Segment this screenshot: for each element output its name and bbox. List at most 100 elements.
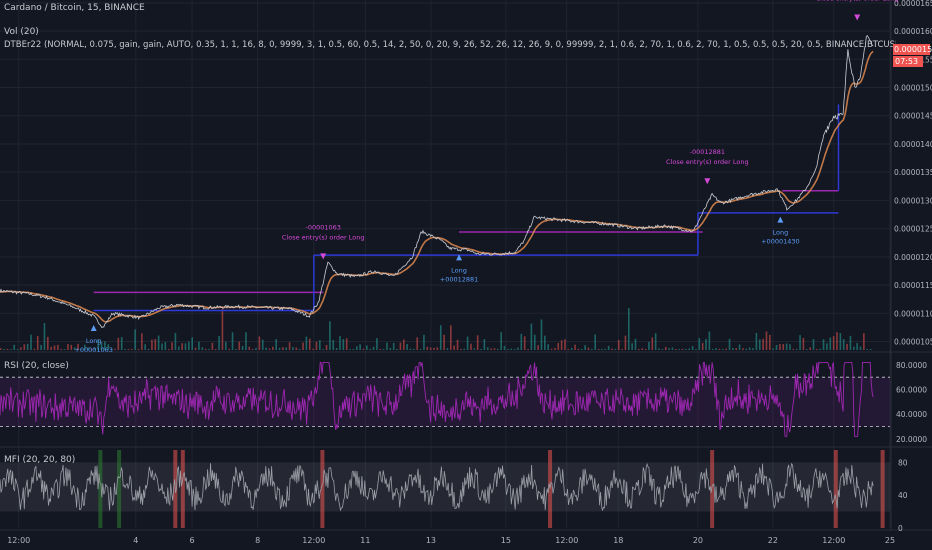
volume-bar bbox=[23, 344, 26, 350]
volume-bar bbox=[758, 339, 761, 350]
time-tick-label: 18 bbox=[613, 536, 623, 545]
volume-bar bbox=[591, 348, 593, 350]
time-tick-label: 22 bbox=[768, 536, 778, 545]
volume-bar bbox=[644, 348, 647, 350]
volume-bar bbox=[456, 339, 459, 350]
volume-bar bbox=[782, 343, 785, 350]
volume-bar bbox=[805, 348, 808, 350]
volume-bar bbox=[419, 348, 422, 350]
volume-bar bbox=[852, 346, 855, 350]
volume-bar bbox=[705, 338, 707, 350]
long-3-value: +00001430 bbox=[761, 238, 800, 246]
volume-bar bbox=[423, 334, 425, 350]
volume-bar bbox=[73, 347, 76, 350]
volume-bar bbox=[624, 335, 627, 350]
close-3-label: Close entry(s) order Long bbox=[816, 0, 899, 3]
long-2-label: Long bbox=[451, 266, 467, 274]
volume-bar bbox=[285, 347, 288, 350]
mfi-tick-label: 40 bbox=[898, 491, 908, 500]
volume-bar bbox=[372, 346, 375, 350]
volume-bar bbox=[584, 345, 586, 350]
mfi-tick-label: 0 bbox=[898, 524, 903, 533]
volume-bar bbox=[376, 338, 378, 350]
mfi-extreme-zone bbox=[710, 450, 715, 528]
mfi-extreme-zone bbox=[880, 450, 885, 528]
volume-bar bbox=[443, 334, 445, 350]
volume-bar bbox=[785, 343, 788, 350]
long-3-arrow bbox=[777, 216, 784, 223]
volume-bar bbox=[83, 344, 86, 350]
volume-bar bbox=[587, 347, 590, 350]
volume-bar bbox=[470, 343, 472, 350]
time-tick-label: 20 bbox=[693, 536, 703, 545]
volume-bar bbox=[80, 348, 83, 350]
volume-bar bbox=[752, 348, 754, 350]
volume-bar bbox=[779, 344, 781, 350]
volume-bar bbox=[816, 348, 818, 350]
volume-bar bbox=[638, 348, 640, 350]
volume-bar bbox=[53, 345, 56, 350]
volume-bar bbox=[691, 346, 694, 350]
volume-bar bbox=[708, 331, 711, 350]
volume-bar bbox=[26, 343, 29, 350]
volume-bar bbox=[201, 347, 204, 350]
price-tick-label: 0.00001350 bbox=[894, 168, 932, 177]
volume-bar bbox=[742, 348, 744, 350]
volume-bar bbox=[453, 345, 455, 350]
volume-bar bbox=[225, 341, 227, 350]
volume-bar bbox=[198, 341, 200, 350]
volume-bar bbox=[329, 321, 331, 350]
volume-bar bbox=[772, 348, 774, 350]
volume-bar bbox=[70, 344, 73, 350]
volume-bar bbox=[184, 343, 187, 350]
volume-bar bbox=[33, 348, 36, 350]
volume-bar bbox=[601, 348, 603, 350]
volume-bar bbox=[715, 348, 717, 350]
volume-bar bbox=[564, 339, 566, 350]
volume-bar bbox=[658, 348, 660, 350]
time-tick-label: 4 bbox=[133, 536, 138, 545]
volume-bar bbox=[335, 348, 338, 350]
price-tick-label: 0.00001100 bbox=[894, 309, 932, 318]
volume-bar bbox=[302, 342, 304, 350]
mfi-extreme-zone bbox=[98, 450, 103, 528]
volume-bar bbox=[120, 337, 123, 350]
ema-line bbox=[0, 50, 874, 323]
volume-bar bbox=[245, 332, 247, 350]
volume-indicator-label: Vol (20) bbox=[4, 27, 39, 37]
volume-bar bbox=[550, 348, 553, 350]
price-tick-label: 0.00001300 bbox=[894, 196, 932, 205]
volume-bar bbox=[214, 348, 217, 350]
volume-bar bbox=[100, 341, 103, 350]
mfi-pane bbox=[0, 450, 890, 528]
rsi-label: RSI (20, close) bbox=[4, 361, 69, 371]
volume-bar bbox=[648, 341, 650, 350]
volume-bar bbox=[181, 343, 183, 350]
mfi-label: MFI (20, 20, 80) bbox=[4, 455, 76, 465]
volume-bar bbox=[3, 348, 5, 350]
volume-bar bbox=[517, 347, 519, 350]
volume-bar bbox=[829, 337, 832, 350]
trade-levels bbox=[93, 104, 840, 312]
volume-bar bbox=[396, 348, 398, 350]
volume-bar bbox=[261, 339, 264, 350]
volume-bar bbox=[194, 347, 197, 350]
volume-bar bbox=[859, 346, 862, 350]
time-tick-label: 25 bbox=[885, 536, 895, 545]
volume-bar bbox=[359, 344, 361, 350]
volume-bar bbox=[822, 339, 825, 350]
volume-bar bbox=[497, 348, 499, 350]
volume-bar bbox=[392, 343, 395, 350]
time-tick-label: 12:00 bbox=[7, 536, 30, 545]
long-1-value: +00001063 bbox=[74, 346, 113, 354]
price-line bbox=[0, 34, 874, 329]
volume-bar bbox=[315, 341, 318, 350]
volume-bar bbox=[544, 335, 546, 350]
mfi-line bbox=[0, 462, 874, 512]
volume-bar bbox=[399, 342, 402, 350]
volume-bar bbox=[839, 333, 842, 350]
volume-bar bbox=[641, 348, 644, 350]
volume-bar bbox=[547, 344, 549, 350]
